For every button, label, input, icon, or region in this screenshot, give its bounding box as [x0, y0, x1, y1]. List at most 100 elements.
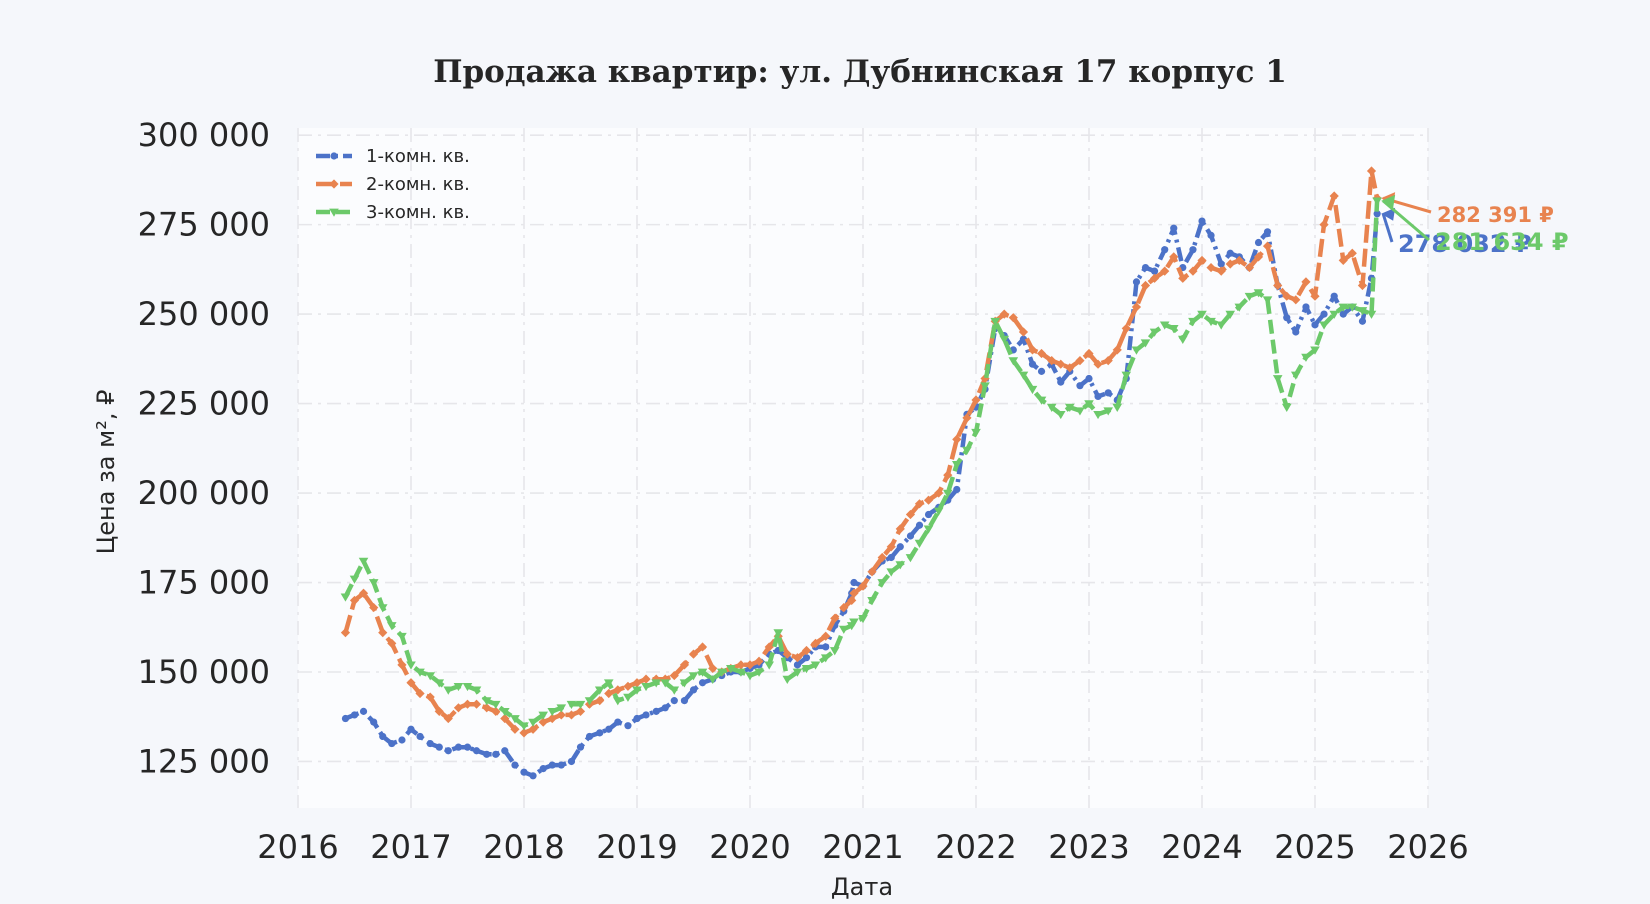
data-point [538, 711, 549, 720]
data-point [867, 597, 877, 606]
data-point [510, 715, 520, 724]
data-point [1207, 231, 1215, 239]
data-point [782, 649, 792, 659]
legend-label: 1-комн. кв. [366, 146, 470, 167]
data-point [1170, 224, 1178, 232]
data-point [1234, 255, 1244, 266]
data-point [1357, 307, 1368, 316]
annotation-arrowhead [1381, 194, 1396, 208]
data-point [697, 642, 708, 652]
data-point [435, 743, 443, 751]
data-point [971, 428, 981, 438]
data-point [1301, 353, 1311, 362]
data-point [660, 679, 671, 688]
data-point [603, 679, 614, 688]
data-point [707, 675, 718, 684]
legend-marker [329, 179, 339, 189]
data-point [387, 638, 397, 648]
data-point [426, 739, 434, 748]
data-point [596, 729, 604, 737]
data-point [952, 434, 962, 444]
data-point [1253, 289, 1264, 298]
data-point [1149, 328, 1160, 337]
data-point [510, 724, 520, 734]
data-point [612, 697, 623, 706]
data-point [1103, 407, 1114, 416]
data-point [1141, 263, 1150, 272]
data-point [924, 510, 933, 519]
data-point [594, 686, 605, 695]
data-point [754, 656, 764, 666]
data-point [595, 696, 605, 706]
annotation-arrow [1382, 199, 1430, 242]
data-point [341, 714, 350, 723]
x-tick-label: 2019 [596, 828, 677, 866]
y-tick-label: 300 000 [138, 116, 270, 154]
data-point [434, 706, 444, 716]
data-point [1065, 363, 1075, 373]
data-point [1373, 210, 1381, 218]
data-point [491, 706, 501, 716]
data-point [416, 732, 424, 741]
data-point [1338, 255, 1348, 266]
data-point [1121, 371, 1132, 380]
data-point [575, 700, 586, 710]
x-tick-label: 2018 [483, 828, 564, 866]
data-point [688, 672, 699, 681]
data-point [350, 711, 359, 719]
data-point [801, 645, 812, 656]
data-point [1027, 385, 1038, 395]
data-point [492, 750, 500, 758]
data-point [1075, 356, 1085, 366]
data-point [951, 461, 962, 470]
data-point [1056, 359, 1066, 369]
data-point [962, 446, 972, 455]
data-point [820, 654, 831, 663]
data-point [519, 728, 529, 738]
data-point [1329, 310, 1340, 319]
data-point [887, 553, 895, 562]
data-point [1178, 273, 1188, 283]
series-line [343, 200, 1380, 728]
data-point [980, 373, 990, 384]
data-point [1177, 335, 1188, 344]
data-point [1282, 291, 1292, 301]
data-point [1198, 217, 1206, 225]
data-point [1291, 295, 1301, 305]
data-point [1112, 403, 1123, 412]
data-point [340, 628, 351, 638]
data-point [490, 700, 501, 710]
data-point [1076, 382, 1084, 390]
data-point [499, 708, 510, 717]
data-point [623, 693, 633, 702]
data-point [1019, 335, 1028, 343]
data-point [641, 674, 651, 684]
data-point [689, 686, 698, 694]
data-point [511, 761, 519, 769]
data-point [632, 686, 642, 695]
data-point [1036, 348, 1047, 359]
data-point [698, 679, 707, 687]
data-point [679, 660, 690, 670]
data-point [566, 700, 577, 710]
data-point [810, 661, 821, 670]
legend-label: 3-комн. кв. [366, 202, 470, 223]
data-point [895, 524, 905, 534]
data-point [1290, 371, 1301, 380]
data-point [896, 543, 904, 551]
data-point [962, 413, 972, 423]
data-point [623, 681, 633, 691]
data-point [1037, 367, 1046, 375]
y-tick-label: 275 000 [138, 206, 270, 244]
x-tick-label: 2024 [1161, 828, 1242, 866]
data-point [500, 713, 510, 724]
data-point [1104, 389, 1112, 397]
data-point [454, 743, 463, 751]
data-point [471, 686, 482, 695]
grid [297, 128, 1429, 808]
data-point [1226, 249, 1234, 257]
data-point [641, 682, 651, 692]
data-point [1121, 323, 1131, 334]
data-point [575, 706, 586, 716]
